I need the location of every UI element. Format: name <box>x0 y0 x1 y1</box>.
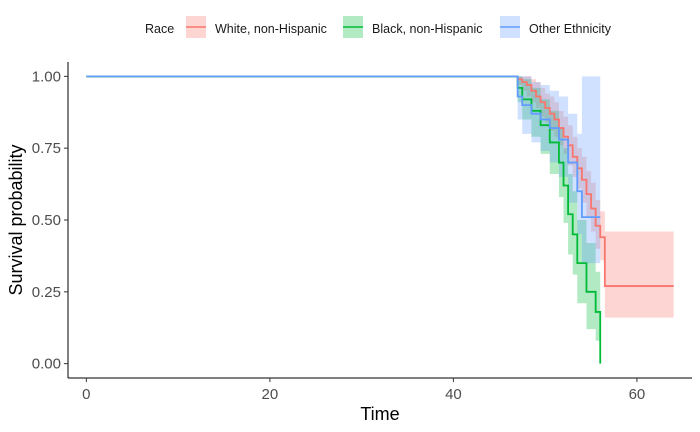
y-tick-label: 0.00 <box>32 356 61 373</box>
x-axis-title: Time <box>360 404 399 424</box>
legend-label-other-ethnicity: Other Ethnicity <box>529 22 612 36</box>
legend: Race White, non-Hispanic Black, non-Hisp… <box>145 16 612 38</box>
y-tick-label: 1.00 <box>32 68 61 85</box>
survival-curves <box>86 75 674 364</box>
legend-label-black-non-hispanic: Black, non-Hispanic <box>372 22 482 36</box>
y-tick-label: 0.50 <box>32 212 61 229</box>
y-axis-title: Survival probability <box>6 144 26 295</box>
survival-curve-black-non-hispanic <box>86 75 602 364</box>
x-tick-label: 40 <box>445 386 462 403</box>
confidence-band-black-non-hispanic <box>86 76 601 364</box>
x-ticks: 0 20 40 60 <box>82 378 645 403</box>
legend-title: Race <box>145 22 174 36</box>
survival-curve-white-non-hispanic <box>86 75 674 287</box>
x-tick-label: 20 <box>262 386 279 403</box>
confidence-bands <box>86 76 674 364</box>
confidence-band-white-non-hispanic <box>86 76 674 318</box>
x-tick-label: 0 <box>82 386 90 403</box>
x-tick-label: 60 <box>629 386 646 403</box>
y-tick-label: 0.25 <box>32 284 61 301</box>
survival-curve-other-ethnicity <box>86 75 601 219</box>
legend-label-white-non-hispanic: White, non-Hispanic <box>215 22 327 36</box>
y-tick-label: 0.75 <box>32 140 61 157</box>
y-ticks: 0.00 0.25 0.50 0.75 1.00 <box>32 68 68 373</box>
confidence-band-other-ethnicity <box>86 76 601 264</box>
